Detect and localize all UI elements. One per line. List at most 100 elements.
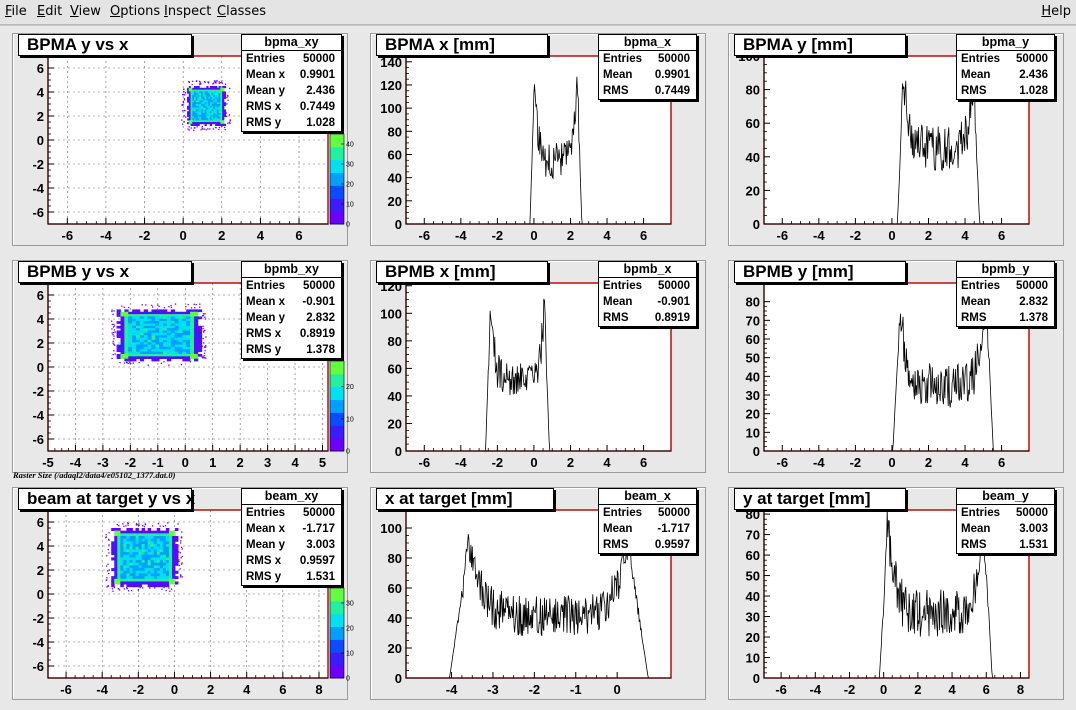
heatmap-point: [114, 353, 116, 355]
heatmap-cell: [156, 568, 161, 572]
stats-box[interactable]: bpma_x Entries 50000 Mean 0.9901 RMS 0.7449: [598, 34, 697, 100]
menu-help[interactable]: Help: [1041, 4, 1071, 19]
heatmap-cell: [218, 114, 221, 117]
heatmap-cell: [126, 541, 130, 545]
pad-beam_x[interactable]: -4 -3 -2 -1 0 0 20 40 60 80 100 x at target [mm] bea…: [370, 487, 706, 700]
heatmap-cell: [182, 330, 187, 334]
heatmap-cell: [215, 111, 218, 114]
heatmap-cell: [132, 353, 137, 357]
root-canvas[interactable]: 0 10 20 30 40 -6 -4 -2 0 2 4 6 -6 -4 -2 0 2 4 6 BPMA y vs x…: [0, 25, 1076, 710]
heatmap-cell: [135, 568, 139, 572]
heatmap-cell: [201, 102, 204, 105]
pad-title[interactable]: BPMA x [mm]: [376, 34, 548, 56]
heatmap-cell: [111, 544, 115, 548]
heatmap-cell: [190, 335, 195, 338]
heatmap-cell: [222, 109, 225, 112]
heatmap-cell: [124, 335, 129, 338]
stats-box[interactable]: bpmb_y Entries 50000 Mean 2.832 RMS 1.378: [956, 261, 1055, 327]
heatmap-cell: [206, 93, 209, 96]
heatmap-cell: [151, 353, 156, 357]
pad-title[interactable]: BPMB x [mm]: [376, 261, 548, 283]
stats-histogram-name: bpma_y: [957, 35, 1054, 51]
stats-box[interactable]: beam_x Entries 50000 Mean -1.717 RMS 0.9597: [598, 488, 697, 554]
menu-options[interactable]: Options: [110, 4, 160, 19]
heatmap-cell: [159, 339, 164, 343]
pad-title[interactable]: BPMB y vs x: [18, 261, 192, 283]
heatmap-cell: [187, 111, 190, 114]
heatmap-cell: [126, 573, 130, 577]
heatmap-cell: [159, 328, 164, 331]
stats-box[interactable]: bpmb_x Entries 50000 Mean -0.901 RMS 0.8919: [598, 261, 697, 327]
heatmap-cell: [151, 335, 156, 338]
heatmap-cell: [156, 541, 161, 545]
pad-title[interactable]: BPMB y [mm]: [734, 261, 906, 283]
heatmap-cell: [144, 530, 149, 534]
menu-edit[interactable]: Edit: [37, 4, 62, 19]
heatmap-cell: [223, 102, 227, 105]
heatmap-cell: [171, 536, 176, 540]
stats-key: Mean x: [246, 296, 285, 308]
heatmap-point: [221, 125, 223, 127]
heatmap-cell: [150, 546, 155, 550]
heatmap-cell: [129, 538, 133, 542]
y-tick-label: 0: [37, 133, 44, 148]
pad-beam_y[interactable]: -6 -4 -2 0 2 4 6 8 0 10 20 30 40 50 60 70 80 y at target …: [728, 487, 1064, 700]
heatmap-cell: [117, 570, 121, 574]
pad-bpma_y[interactable]: -6 -4 -2 0 2 4 6 0 20 40 60 80 100 BPMA y [mm] bpma_y E…: [728, 33, 1064, 246]
heatmap-cell: [132, 570, 136, 574]
menu-classes-label: lasses: [226, 4, 266, 19]
heatmap-cell: [178, 330, 183, 334]
heatmap-cell: [215, 86, 218, 89]
stats-box[interactable]: beam_xy Entries 50000 Mean x -1.717 Mean y 3.0…: [241, 488, 342, 586]
y-tick-label: -6: [32, 659, 44, 674]
pad-beam_xy[interactable]: 0 10 20 30 -6 -4 -2 0 2 4 6 8 -6 -4 -2 0 2 4 6 beam at targ…: [12, 487, 354, 700]
heatmap-point: [204, 81, 206, 83]
heatmap-point: [207, 82, 210, 84]
stats-box[interactable]: bpmb_xy Entries 50000 Mean x -0.901 Mean y 2.8…: [241, 261, 342, 359]
heatmap-point: [137, 524, 139, 526]
menu-inspect[interactable]: Inspect: [164, 4, 211, 19]
heatmap-cell: [120, 578, 124, 582]
heatmap-cell: [195, 116, 198, 119]
pad-bpma_xy[interactable]: 0 10 20 30 40 -6 -4 -2 0 2 4 6 -6 -4 -2 0 2 4 6 BPMA y vs x…: [12, 33, 354, 246]
pad-bpmb_y[interactable]: -6 -4 -2 0 2 4 6 0 10 20 30 40 50 60 70 80 BPMB y [mm] bp…: [728, 260, 1064, 473]
pad-bpma_x[interactable]: -6 -4 -2 0 2 4 6 0 20 40 60 80 100 120 140 BPMA x [mm] b…: [370, 33, 706, 246]
menu-file[interactable]: File: [5, 4, 27, 19]
heatmap-cell: [171, 576, 176, 580]
heatmap-cell: [220, 96, 223, 99]
pad-title[interactable]: BPMA y [mm]: [734, 34, 906, 56]
pad-title[interactable]: BPMA y vs x: [18, 34, 192, 56]
x-tick-label: 4: [291, 455, 299, 470]
heatmap-cell: [141, 560, 146, 564]
pad-title[interactable]: beam at target y vs x: [18, 488, 195, 510]
pad-title[interactable]: x at target [mm]: [376, 488, 554, 510]
heatmap-cell: [204, 111, 207, 114]
heatmap-point: [180, 536, 183, 538]
heatmap-cell: [155, 321, 160, 324]
stats-box[interactable]: bpma_xy Entries 50000 Mean x 0.9901 Mean y 2.4…: [241, 34, 342, 132]
heatmap-cell: [147, 530, 152, 534]
palette-tick-label: 20: [346, 182, 354, 189]
menu-view[interactable]: View: [70, 4, 101, 19]
heatmap-cell: [215, 120, 218, 123]
pad-title[interactable]: y at target [mm]: [734, 488, 906, 510]
heatmap-cell: [175, 581, 179, 585]
menu-classes[interactable]: Classes: [217, 4, 266, 19]
stats-box[interactable]: beam_y Entries 50000 Mean 3.003 RMS 1.531: [956, 488, 1055, 554]
heatmap-point: [154, 587, 156, 589]
pad-bpmb_x[interactable]: -6 -4 -2 0 2 4 6 0 20 40 60 80 100 120 BPMB x [mm] bpmb…: [370, 260, 706, 473]
heatmap-point: [188, 129, 190, 131]
y-tick-label: -2: [32, 611, 44, 626]
heatmap-cell: [220, 87, 223, 90]
pad-bpmb_xy[interactable]: 0 10 20 -5 -4 -3 -2 -1 0 1 2 3 4 5 -6 -4 -2 0 2 4 6 BPMB y vs…: [12, 260, 354, 473]
heatmap-point: [181, 548, 183, 550]
raster-caption: Raster Size (/adaql2/data4/e05102_1377.d…: [13, 470, 176, 480]
heatmap-cell: [147, 533, 152, 537]
heatmap-point: [195, 303, 197, 306]
heatmap-cell: [123, 544, 127, 548]
heatmap-cell: [209, 105, 213, 108]
stats-row: RMS 0.9597: [599, 537, 696, 553]
heatmap-cell: [186, 349, 191, 353]
stats-box[interactable]: bpma_y Entries 50000 Mean 2.436 RMS 1.028: [956, 34, 1055, 100]
heatmap-cell: [171, 581, 176, 585]
